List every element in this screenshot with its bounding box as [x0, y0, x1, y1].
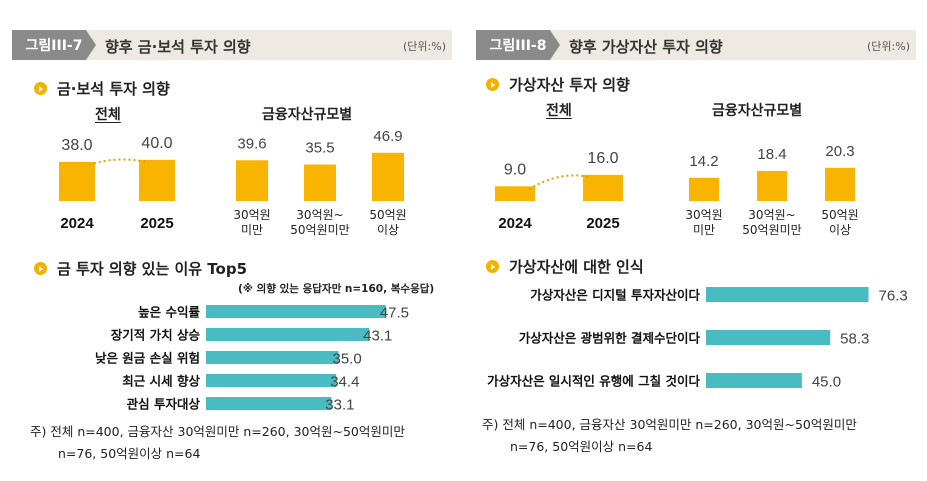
bar-value-label: 16.0: [587, 150, 618, 167]
category-label: 이상: [829, 223, 851, 237]
bar-value-label: 9.0: [504, 161, 526, 178]
bar-gold-reasons-1: [206, 328, 370, 341]
category-label: 가상자산은 광범위한 결제수단이다: [519, 331, 701, 346]
bar-value-label: 45.0: [812, 374, 841, 391]
section-title-gold-intent: 금·보석 투자 의향: [34, 78, 170, 99]
figure-title: 향후 가상자산 투자 의향: [569, 38, 723, 56]
trend-dotted-line: [88, 158, 146, 166]
category-label: 50억원: [369, 208, 406, 222]
category-label: 이상: [377, 223, 399, 237]
category-label: 30억원: [685, 208, 722, 222]
bar-crypto-perception-0: [706, 287, 869, 302]
gold-charts: 38.0 2024 40.0 2025 39.6 30억원미만 35.5 30억원~50억원미…: [59, 128, 409, 414]
category-label: 가상자산은 일시적인 유행에 그칠 것이다: [487, 374, 700, 389]
category-label: 30억원~: [296, 208, 343, 222]
bar-value-label: 40.0: [141, 135, 172, 152]
bar-value-label: 35.5: [305, 139, 334, 156]
category-label: 낮은 원금 손실 위험: [95, 351, 200, 366]
bar-value-label: 58.3: [840, 331, 869, 348]
section-title-crypto-intent: 가상자산 투자 의향: [486, 74, 630, 95]
bar-crypto-overall-1: [583, 174, 623, 201]
bar-value-label: 47.5: [380, 305, 409, 322]
figure-header: 그림III-8 향후 가상자산 투자 의향 (단위:%): [476, 30, 916, 60]
category-label: 30억원~: [748, 208, 795, 222]
bar-gold-reasons-3: [206, 374, 337, 387]
bar-crypto-perception-1: [706, 330, 831, 345]
trend-dotted-line: [528, 174, 590, 191]
category-label: 2025: [140, 215, 173, 232]
category-label: 미만: [693, 223, 715, 237]
bar-crypto-perception-2: [706, 373, 802, 388]
bar-value-label: 46.9: [373, 128, 402, 145]
bar-gold-by-assets-1: [304, 164, 336, 201]
footnote-line1: 주) 전체 n=400, 금융자산 30억원미만 n=260, 30억원~50억…: [482, 417, 857, 432]
subtitle-overall: 전체: [95, 107, 121, 123]
category-label: 최근 시세 향상: [122, 374, 200, 389]
category-label: 2024: [60, 215, 94, 232]
figure-unit: (단위:%): [867, 40, 910, 53]
category-label: 높은 수익률: [138, 305, 200, 320]
bar-value-label: 33.1: [325, 397, 354, 414]
section-title-text: 가상자산에 대한 인식: [509, 258, 644, 276]
category-label: 관심 투자대상: [127, 397, 201, 412]
bar-gold-overall-0: [59, 161, 95, 201]
category-label: 50억원미만: [290, 223, 349, 237]
bar-crypto-by-assets-2: [825, 167, 855, 201]
bar-crypto-by-assets-0: [689, 177, 719, 201]
crypto-charts: 9.0 2024 16.0 2025 14.2 30억원미만 18.4 30억원~50억원미만…: [487, 143, 908, 391]
bar-gold-by-assets-2: [372, 152, 404, 201]
footnote-line2: n=76, 50억원이상 n=64: [510, 439, 653, 454]
bar-value-label: 34.4: [330, 374, 359, 391]
play-bullet-icon: [34, 262, 47, 275]
bar-gold-reasons-2: [206, 351, 339, 364]
figure-header: 그림III-7 향후 금·보석 투자 의향 (단위:%): [12, 30, 452, 60]
figure-number-badge: 그림III-7: [12, 30, 96, 60]
bar-value-label: 39.6: [237, 135, 266, 152]
section-title-crypto-perception: 가상자산에 대한 인식: [486, 256, 644, 277]
figure-title: 향후 금·보석 투자 의향: [105, 38, 251, 56]
bar-value-label: 18.4: [757, 146, 786, 163]
play-bullet-icon: [486, 260, 499, 273]
section-title-text: 금 투자 의향 있는 이유 Top5: [57, 260, 248, 278]
category-label: 미만: [241, 223, 263, 237]
section-title-text: 가상자산 투자 의향: [509, 76, 630, 94]
bar-gold-reasons-0: [206, 305, 386, 318]
category-label: 50억원미만: [742, 223, 801, 237]
section-title-text: 금·보석 투자 의향: [57, 80, 170, 98]
respondent-note: (※ 의향 있는 응답자만 n=160, 복수응답): [238, 283, 435, 295]
bar-value-label: 35.0: [333, 351, 362, 368]
category-label: 30억원: [233, 208, 270, 222]
bar-crypto-overall-0: [495, 186, 535, 201]
section-title-gold-reasons: 금 투자 의향 있는 이유 Top5: [34, 258, 247, 279]
bar-value-label: 20.3: [825, 143, 854, 160]
gold-panel: 그림III-7 향후 금·보석 투자 의향 (단위:%) 금·보석 투자 의향 …: [0, 0, 463, 481]
figure-unit: (단위:%): [403, 40, 446, 53]
category-label: 2024: [498, 215, 532, 232]
bar-value-label: 38.0: [61, 137, 92, 154]
bar-gold-overall-1: [139, 159, 175, 201]
footnote-line1: 주) 전체 n=400, 금융자산 30억원미만 n=260, 30억원~50억…: [30, 424, 405, 439]
bar-gold-reasons-4: [206, 397, 332, 410]
crypto-panel: 그림III-8 향후 가상자산 투자 의향 (단위:%) 가상자산 투자 의향 …: [464, 0, 927, 481]
category-label: 장기적 가치 상승: [111, 328, 201, 343]
bar-crypto-by-assets-1: [757, 170, 787, 201]
bar-gold-by-assets-0: [236, 160, 268, 201]
play-bullet-icon: [486, 78, 499, 91]
bar-value-label: 43.1: [363, 328, 392, 345]
bar-value-label: 14.2: [689, 153, 718, 170]
play-bullet-icon: [34, 82, 47, 95]
subtitle-by-assets: 금융자산규모별: [262, 107, 353, 123]
footnote-line2: n=76, 50억원이상 n=64: [58, 446, 201, 461]
bar-value-label: 76.3: [879, 288, 908, 305]
subtitle-by-assets: 금융자산규모별: [712, 103, 803, 119]
category-label: 가상자산은 디지털 투자자산이다: [530, 288, 700, 303]
category-label: 50억원: [821, 208, 858, 222]
figure-number-badge: 그림III-8: [476, 30, 560, 60]
category-label: 2025: [586, 215, 619, 232]
subtitle-overall: 전체: [546, 103, 572, 119]
